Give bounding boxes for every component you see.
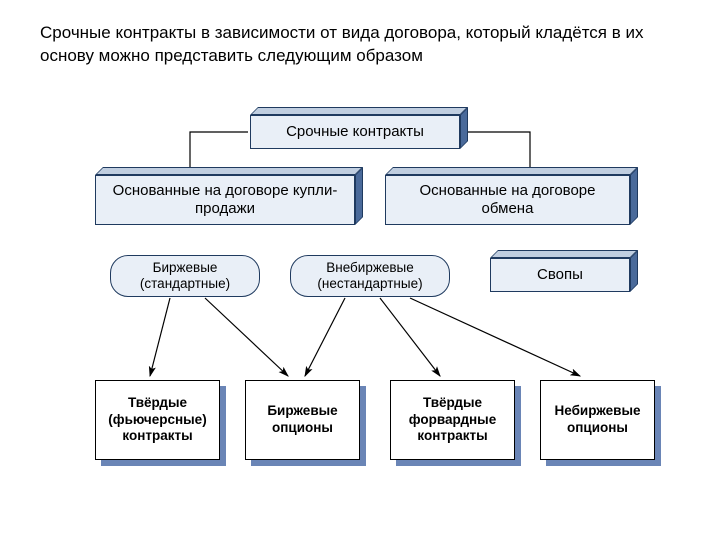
node-fwd-label: Твёрдые форвардные контракты	[390, 380, 515, 460]
node-buy: Основанные на договоре купли-продажи	[95, 175, 355, 225]
node-exchange: Основанные на договоре обмена	[385, 175, 630, 225]
node-buy-side	[355, 167, 363, 225]
node-futures-label: Твёрдые (фьючерсные) контракты	[95, 380, 220, 460]
node-exch_opt: Биржевые опционы	[245, 380, 360, 460]
node-exch_std: Биржевые (стандартные)	[110, 255, 260, 297]
node-swaps-side	[630, 250, 638, 292]
node-swaps: Свопы	[490, 258, 630, 292]
node-root-top	[250, 107, 468, 115]
node-futures: Твёрдые (фьючерсные) контракты	[95, 380, 220, 460]
node-otc: Внебиржевые (нестандартные)	[290, 255, 450, 297]
node-exchange-side	[630, 167, 638, 225]
node-root: Срочные контракты	[250, 115, 460, 149]
node-fwd: Твёрдые форвардные контракты	[390, 380, 515, 460]
node-root-side	[460, 107, 468, 149]
node-exchange-top	[385, 167, 638, 175]
page-title: Срочные контракты в зависимости от вида …	[40, 22, 680, 68]
node-swaps-top	[490, 250, 638, 258]
node-otc_opt-label: Небиржевые опционы	[540, 380, 655, 460]
node-buy-top	[95, 167, 363, 175]
node-otc_opt: Небиржевые опционы	[540, 380, 655, 460]
node-exch_opt-label: Биржевые опционы	[245, 380, 360, 460]
